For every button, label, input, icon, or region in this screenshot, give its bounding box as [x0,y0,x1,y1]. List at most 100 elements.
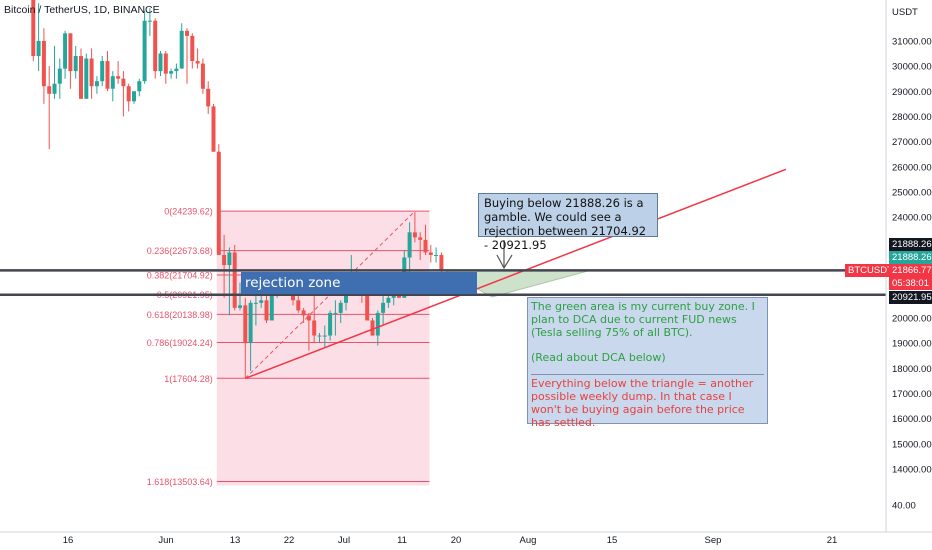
candle-body [386,297,391,303]
time-axis-label: 21 [827,535,838,546]
candle-body [365,295,370,321]
candle-body [68,33,73,72]
candle-body [439,254,444,271]
fib-level-label: 1(17604.28) [164,374,213,384]
candle-body [291,292,295,301]
candle-body [179,30,184,69]
candle-body [116,76,121,79]
price-axis-tick: 24000.00 [892,213,932,224]
candle-body [158,53,163,72]
candle-body [306,315,311,321]
price-axis-tick: 31000.00 [892,36,932,47]
fib-level-label: 0.618(20138.98) [147,310,213,320]
candle-body [296,300,301,311]
candle-body [317,335,322,337]
candle-body [227,252,232,266]
price-axis-tick: 17000.00 [892,389,932,400]
time-axis-label: Jul [338,535,350,546]
price-axis-tick: 27000.00 [892,137,932,148]
candle-body [428,252,433,255]
candle-body [259,300,264,303]
time-axis-label: 22 [284,535,295,546]
candle-body [57,68,62,84]
price-axis-tick: 26000.00 [892,162,932,173]
candle-body [105,61,110,89]
candle-body [423,239,428,253]
candle-body [169,71,174,74]
candle-body [100,61,105,82]
time-axis-label: 16 [63,535,74,546]
candle-body [147,20,152,22]
candle-body [248,302,253,344]
candle-body [174,68,179,72]
candle-body [434,254,439,256]
candle-body [211,106,216,152]
symbol-tag: BTCUSDT [845,264,893,277]
time-axis-label: 15 [607,535,618,546]
time-axis-label: 13 [230,535,241,546]
candle-body [142,20,147,82]
candle-body [407,232,412,258]
price-axis-tick: 28000.00 [892,112,932,123]
candle-body [412,232,417,238]
candle-body [73,56,78,72]
price-axis-tick: 20000.00 [892,313,932,324]
dump-warning-text: Everything below the triangle = another … [531,374,764,429]
candle-body [190,35,195,62]
candle-body [269,290,274,321]
fib-level-label: 0.382(21704.92) [147,270,213,280]
support-trendline [245,168,787,380]
candle-body [200,63,205,89]
rejection-zone-label: rejection zone [245,275,341,291]
price-axis-tick: 40.00 [892,501,916,512]
fib-level-label: 0.236(22673.68) [147,246,213,256]
candle-body [238,305,242,308]
candle-body [163,53,168,74]
candle-body [264,300,269,321]
buy-zone-note: The green area is my current buy zone. I… [527,297,768,429]
candle-body [232,252,237,308]
time-axis-label: Jun [158,535,173,546]
fib-level-label: 1.618(13503.64) [147,477,213,487]
price-axis-unit: USDT [892,7,918,18]
candle-body [185,30,189,36]
candle-body [253,302,258,304]
candle-body [338,302,343,313]
price-axis-tick: 15000.00 [892,439,932,450]
price-axis-tick: 16000.00 [892,414,932,425]
candle-body [375,312,380,336]
fib-level-label: 0(24239.62) [164,207,213,217]
candle-body [63,33,68,69]
price-axis-tick: 29000.00 [892,87,932,98]
time-axis-label: 11 [397,535,407,546]
rejection-zone-box: rejection zone [241,272,477,294]
price-tag-level-top: 21888.26 [889,238,932,251]
price-axis-tick: 30000.00 [892,62,932,73]
candle-body [153,20,158,72]
countdown-tag: 05:38:01 [889,277,932,290]
candle-body [137,81,142,92]
candle-body [121,78,126,87]
dca-text: (Read about DCA below) [531,351,666,364]
time-axis-label: Aug [520,535,537,546]
price-tag-level-bottom: 20921.95 [889,291,932,304]
candle-body [381,302,386,313]
price-axis-tick: 25000.00 [892,188,932,199]
price-axis-tick: 19000.00 [892,339,932,350]
buy-zone-text: The green area is my current buy zone. I… [531,300,755,339]
buy-note: Buying below 21888.26 is a gamble. We co… [478,193,658,252]
candle-body [222,254,227,266]
candle-body [126,86,131,102]
price-tag-last: 21866.77 [889,264,932,277]
candle-body [216,151,221,255]
candle-body [89,58,94,87]
candle-body [301,310,306,316]
candle-body [84,58,89,99]
price-axis-tick: 14000.00 [892,465,932,476]
candle-body [322,335,327,337]
candle-body [47,86,52,94]
candle-body [31,0,36,57]
price-axis-tick: 18000.00 [892,364,932,375]
price-tag-level-green: 21888.26 [889,251,932,264]
